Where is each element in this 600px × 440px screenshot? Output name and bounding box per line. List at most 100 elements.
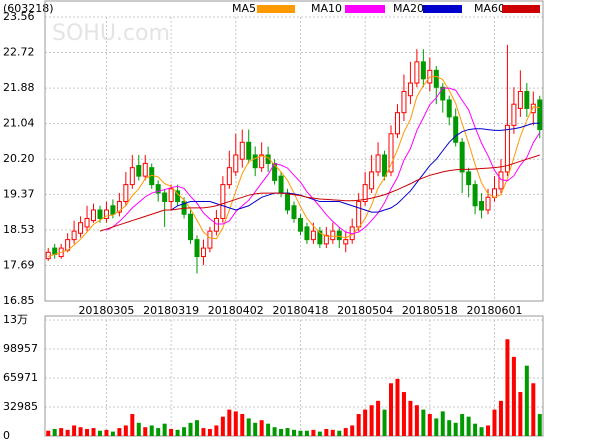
candle-body [343,239,349,245]
candle-body [420,61,426,80]
volume-bar [104,429,109,436]
candle-body [310,230,316,241]
candle-body [45,251,51,260]
watermark: SOHU.com [52,21,170,46]
legend-swatch [257,5,295,13]
x-tick-label: 20180601 [466,304,522,317]
legend-label: MA5 [232,2,256,15]
volume-bar [201,428,206,436]
volume-bar [511,356,516,436]
candle-body [407,82,413,97]
candle-body [524,90,530,109]
y-tick-label: 22.72 [3,46,35,59]
candle-body [479,201,485,211]
volume-bar [266,423,271,436]
x-tick-label: 20180319 [143,304,199,317]
volume-bar [162,423,167,436]
volume-bar [110,431,115,436]
candle-body [259,154,265,169]
volume-bar [492,409,497,436]
volume-bar [97,430,102,436]
volume-bar [253,422,258,436]
y-tick-label: 17.69 [3,258,35,271]
volume-bar [246,418,251,436]
candle-body [188,213,194,241]
volume-bar [227,409,232,436]
candle-body [123,184,129,203]
volume-bar [123,425,128,436]
candle-body [401,90,407,114]
candle-body [78,222,84,234]
candle-body [317,230,323,245]
volume-bar [382,409,387,436]
candle-body [194,239,200,258]
candle-body [136,165,142,177]
volume-bar [292,429,296,436]
x-tick-label: 20180518 [402,304,458,317]
volume-tick-label: 32985 [3,400,38,413]
volume-bar [46,430,51,436]
volume-bar [78,427,83,436]
volume-tick-label: 0 [3,429,10,440]
candle-body [207,230,213,249]
legend-label: MA10 [311,2,342,15]
volume-bar [194,420,199,436]
legend-swatch [423,5,462,13]
candle-body [530,103,536,114]
y-tick-label: 20.20 [3,152,35,165]
volume-bar [369,405,374,436]
candle-body [323,234,329,245]
volume-bar [317,431,322,436]
volume-bar [447,420,452,436]
candle-body [220,184,226,219]
volume-bar [473,423,478,436]
candle-body [304,226,310,241]
volume-bar [52,428,57,436]
candle-body [485,196,491,211]
candle-body [446,99,452,118]
volume-bar [91,428,96,436]
ma-line [106,87,541,235]
volume-bar [311,429,316,436]
volume-bar [330,429,335,436]
volume-bar [65,429,70,436]
volume-tick-label: 98957 [3,342,38,355]
candle-body [71,230,77,241]
volume-bar [498,400,503,436]
y-tick-label: 21.04 [3,117,35,130]
candle-body [433,69,439,88]
candle-body [297,217,303,232]
volume-bar [169,428,174,436]
volume-bar [182,427,187,436]
candle-body [291,205,297,219]
volume-bar [85,428,90,436]
volume-bar [427,414,432,436]
candle-body [466,171,472,186]
ma-line [99,154,540,232]
volume-bar [324,428,329,436]
volume-bar [188,422,193,436]
volume-bar [136,422,141,436]
candle-body [91,209,97,222]
y-tick-label: 18.53 [3,223,35,236]
volume-bar [408,400,413,436]
candle-body [537,99,543,131]
volume-bar [505,339,510,436]
volume-bar [537,414,542,436]
volume-bar [337,430,342,436]
candle-body [453,116,459,143]
volume-bar [156,428,161,436]
ma-line [48,75,540,258]
volume-bar [59,428,64,436]
volume-bar [143,427,148,436]
volume-bar [395,378,400,436]
volume-bar [531,383,536,436]
candle-body [394,112,400,135]
volume-bar [304,430,309,436]
ma-line [170,122,540,213]
volume-bar [214,425,219,436]
candle-body [472,184,478,207]
candle-body [362,184,368,203]
volume-bar [207,428,212,436]
